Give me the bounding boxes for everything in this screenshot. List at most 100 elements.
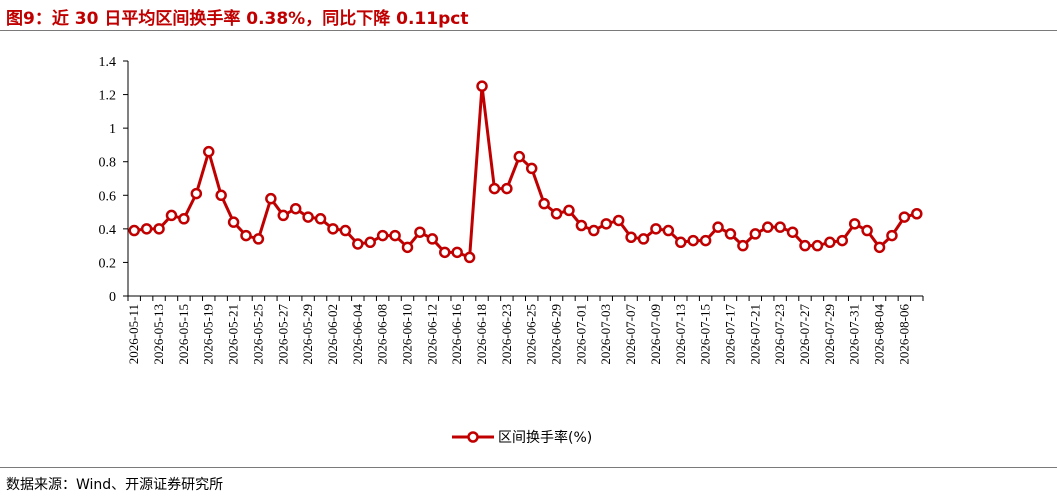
data-point bbox=[401, 241, 414, 254]
data-point bbox=[153, 223, 165, 235]
data-point bbox=[786, 226, 799, 238]
x-tick-label: 2026-08-06 bbox=[896, 304, 911, 365]
y-tick-label: 0 bbox=[109, 290, 116, 305]
data-point bbox=[550, 208, 563, 220]
x-tick-label: 2026-06-23 bbox=[499, 304, 514, 365]
source-note: 数据来源：Wind、开源证券研究所 bbox=[6, 477, 224, 493]
y-tick-label: 0.2 bbox=[99, 256, 117, 271]
data-point bbox=[625, 231, 637, 243]
data-point bbox=[687, 234, 699, 247]
x-tick-label: 2026-07-01 bbox=[573, 304, 588, 365]
legend: 区间换手率(%) bbox=[452, 429, 592, 446]
x-tick-label: 2026-05-25 bbox=[250, 304, 265, 365]
data-point bbox=[761, 221, 774, 233]
y-tick-label: 1.2 bbox=[99, 89, 117, 104]
data-point bbox=[265, 192, 277, 205]
data-point bbox=[227, 216, 240, 228]
x-tick-label: 2026-07-31 bbox=[847, 304, 862, 365]
data-point bbox=[911, 208, 923, 220]
data-point bbox=[724, 228, 737, 240]
data-point bbox=[525, 162, 538, 175]
data-point bbox=[414, 226, 426, 238]
data-point bbox=[327, 223, 339, 235]
data-point bbox=[451, 246, 463, 259]
y-tick-label: 1.4 bbox=[99, 55, 117, 70]
x-tick-label: 2026-07-13 bbox=[673, 304, 688, 365]
x-tick-label: 2026-07-03 bbox=[598, 304, 613, 365]
data-point bbox=[352, 238, 364, 250]
data-point bbox=[575, 219, 588, 232]
data-point bbox=[190, 187, 203, 200]
title-divider bbox=[0, 30, 1057, 31]
x-tick-label: 2026-06-12 bbox=[424, 304, 439, 365]
data-point bbox=[426, 233, 439, 245]
x-axis: 2026-05-11 2026-05-13 2026-05-15 2026-05-19… bbox=[126, 295, 924, 365]
data-point bbox=[749, 228, 762, 240]
data-point bbox=[202, 145, 215, 158]
legend-label: 区间换手率(%) bbox=[498, 429, 592, 446]
data-point bbox=[240, 229, 252, 242]
x-tick-label: 2026-07-09 bbox=[648, 304, 663, 365]
x-tick-label: 2026-06-29 bbox=[549, 304, 564, 365]
data-point bbox=[376, 229, 389, 242]
data-point bbox=[811, 239, 824, 252]
data-point bbox=[675, 236, 687, 249]
data-point bbox=[848, 218, 861, 230]
y-axis: 0 0.2 0.4 0.6 0.8 1 1.2 1.4 bbox=[99, 55, 129, 305]
data-point bbox=[612, 214, 625, 227]
x-tick-label: 2026-05-11 bbox=[126, 304, 141, 364]
figure-title: 图9：近 30 日平均区间换手率 0.38%，同比下降 0.11pct bbox=[6, 9, 469, 29]
data-point bbox=[339, 224, 352, 237]
series-line bbox=[134, 84, 918, 259]
data-point bbox=[140, 223, 153, 235]
data-point bbox=[873, 241, 886, 254]
data-point bbox=[662, 224, 675, 237]
data-point bbox=[886, 229, 898, 242]
x-tick-label: 2026-07-15 bbox=[698, 304, 713, 365]
x-tick-label: 2026-05-21 bbox=[226, 304, 241, 365]
x-tick-label: 2026-05-13 bbox=[151, 304, 166, 365]
source-divider bbox=[0, 467, 1057, 468]
data-point bbox=[165, 209, 178, 222]
data-point bbox=[650, 223, 662, 235]
data-point bbox=[364, 236, 376, 249]
data-point bbox=[737, 239, 749, 252]
data-point bbox=[215, 189, 227, 202]
legend-marker bbox=[467, 431, 479, 443]
x-tick-label: 2026-07-27 bbox=[797, 304, 812, 365]
x-tick-label: 2026-06-04 bbox=[350, 304, 365, 365]
data-point bbox=[824, 236, 836, 249]
data-point bbox=[389, 229, 401, 242]
y-tick-label: 0.8 bbox=[99, 156, 117, 171]
data-point bbox=[712, 221, 724, 233]
data-point bbox=[513, 150, 526, 163]
data-point bbox=[178, 213, 190, 225]
data-point bbox=[563, 204, 575, 217]
x-tick-label: 2026-07-21 bbox=[747, 304, 762, 365]
data-point bbox=[836, 234, 849, 247]
data-point bbox=[439, 246, 451, 259]
data-point bbox=[774, 221, 786, 233]
x-tick-label: 2026-07-07 bbox=[623, 304, 638, 365]
data-point bbox=[799, 239, 811, 252]
x-tick-label: 2026-07-17 bbox=[722, 304, 737, 365]
y-tick-label: 1 bbox=[109, 122, 116, 137]
data-point bbox=[898, 211, 911, 223]
data-point bbox=[128, 224, 140, 237]
data-point bbox=[314, 213, 327, 225]
data-point bbox=[600, 218, 612, 230]
data-point bbox=[588, 224, 600, 237]
x-tick-label: 2026-06-16 bbox=[449, 304, 464, 365]
data-point bbox=[277, 209, 290, 222]
x-tick-label: 2026-05-29 bbox=[300, 304, 315, 365]
x-tick-label: 2026-07-29 bbox=[822, 304, 837, 365]
x-tick-label: 2026-06-10 bbox=[399, 304, 414, 365]
data-point bbox=[476, 80, 488, 92]
data-point bbox=[538, 197, 550, 210]
data-point bbox=[501, 182, 513, 195]
x-tick-label: 2026-06-18 bbox=[474, 304, 489, 365]
data-point bbox=[861, 224, 873, 237]
x-tick-label: 2026-08-04 bbox=[872, 304, 887, 365]
data-point bbox=[289, 202, 302, 215]
